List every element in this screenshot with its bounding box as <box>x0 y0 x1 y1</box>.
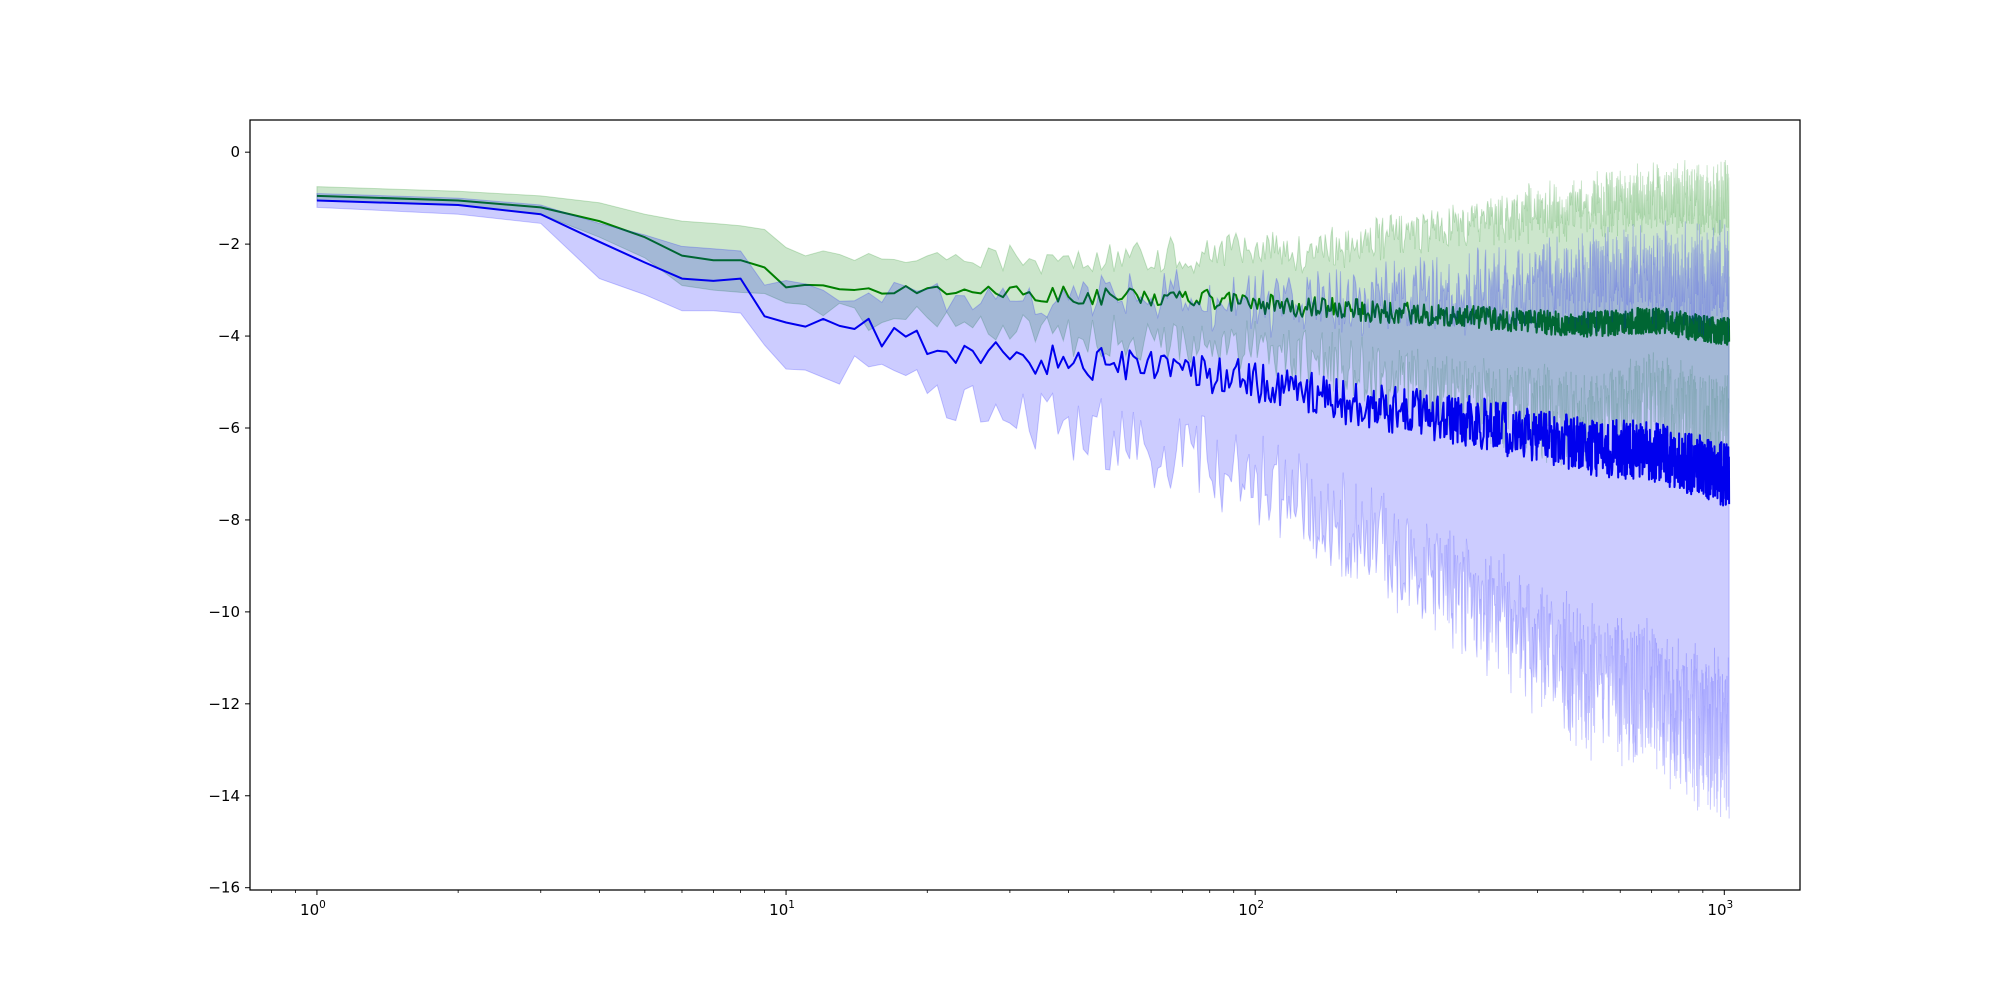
y-tick-label: −6 <box>218 419 240 437</box>
y-axis: 0 −2 −4 −6 −8 −10 −12 −14 −16 <box>208 143 250 897</box>
y-tick-label: −4 <box>218 327 240 345</box>
series-1-mean-line <box>316 194 1731 346</box>
y-tick-label: −8 <box>218 511 240 529</box>
y-tick-label: −12 <box>208 695 240 713</box>
y-tick-label: −16 <box>208 879 240 897</box>
series-layer <box>316 160 1731 819</box>
y-tick-label: −10 <box>208 603 240 621</box>
y-tick-label: −2 <box>218 235 240 253</box>
x-tick-label: 100 <box>300 899 326 919</box>
x-tick-label: 103 <box>1707 899 1733 919</box>
y-tick-label: 0 <box>230 143 240 161</box>
x-tick-label: 102 <box>1238 899 1264 919</box>
x-axis: 100 101 102 103 <box>271 890 1733 919</box>
y-tick-label: −14 <box>208 787 240 805</box>
plot-frame <box>249 119 1801 891</box>
series-2-confidence-band <box>316 193 1730 819</box>
series-2-mean-line <box>316 199 1731 507</box>
x-tick-label: 101 <box>769 899 795 919</box>
